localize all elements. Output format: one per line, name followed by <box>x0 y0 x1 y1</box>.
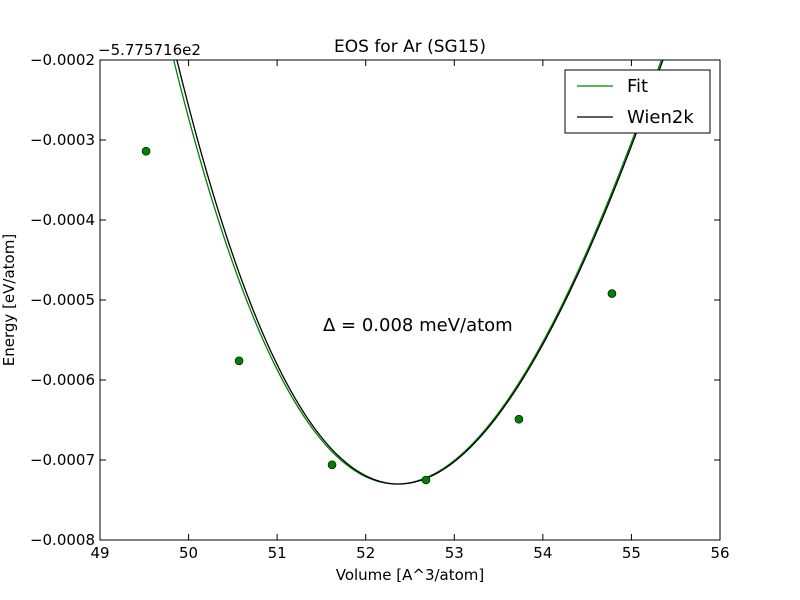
x-tick-label: 56 <box>710 544 729 562</box>
x-tick-label: 52 <box>356 544 375 562</box>
legend-label-wien2k: Wien2k <box>627 107 694 128</box>
y-tick-label: −0.0008 <box>30 531 95 549</box>
data-point <box>514 414 524 424</box>
y-tick-label: −0.0005 <box>30 291 95 309</box>
y-tick-label: −0.0003 <box>30 131 95 149</box>
y-axis-label: Energy [eV/atom] <box>0 234 18 366</box>
legend-box <box>564 69 711 134</box>
plot-area <box>99 59 721 541</box>
chart-title: EOS for Ar (SG15) <box>334 37 486 57</box>
axis-ticks: 49 50 51 52 53 54 55 56 −0.0008 −0.0007 −0.0006 −0.… <box>30 51 730 562</box>
data-point <box>421 475 431 485</box>
x-tick-label: 50 <box>179 544 198 562</box>
data-point <box>141 146 151 156</box>
y-offset-label: −5.775716e2 <box>98 41 201 59</box>
x-tick-label: 51 <box>268 544 287 562</box>
x-tick-label: 54 <box>533 544 552 562</box>
data-point <box>234 356 244 366</box>
delta-annotation: Δ = 0.008 meV/atom <box>323 315 513 336</box>
legend-label-fit: Fit <box>627 76 648 97</box>
x-tick-label: 55 <box>622 544 641 562</box>
y-tick-label: −0.0006 <box>30 371 95 389</box>
x-tick-label: 49 <box>90 544 109 562</box>
data-point <box>607 289 617 298</box>
legend: Fit Wien2k <box>564 69 711 134</box>
y-tick-label: −0.0004 <box>30 211 95 229</box>
x-tick-label: 53 <box>445 544 464 562</box>
y-tick-label: −0.0007 <box>30 451 95 469</box>
x-axis-label: Volume [A^3/atom] <box>336 566 485 584</box>
data-points <box>141 146 617 485</box>
y-tick-label: −0.0002 <box>30 51 95 69</box>
data-point <box>327 460 337 470</box>
